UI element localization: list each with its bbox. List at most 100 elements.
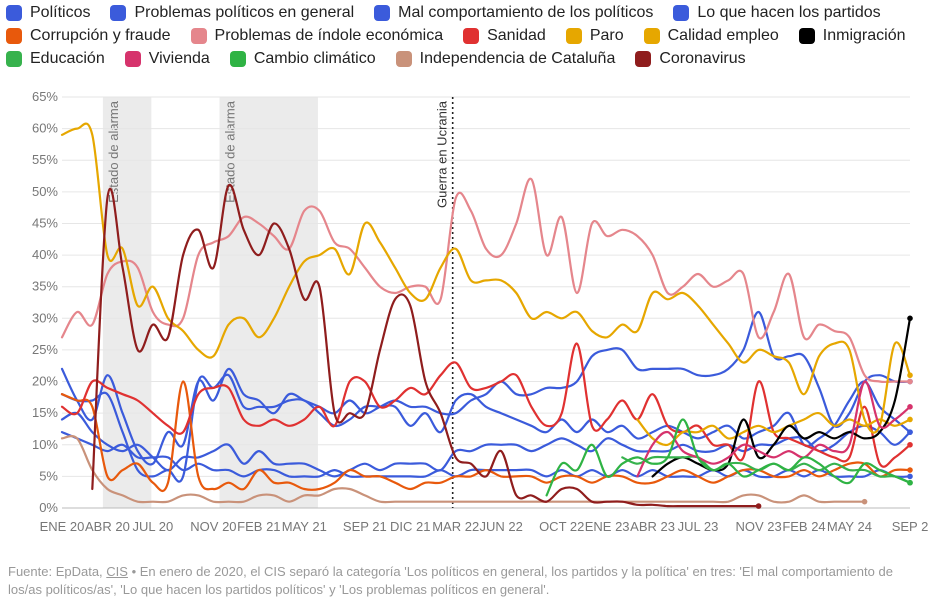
- series-line-paro[interactable]: [60, 122, 912, 434]
- series-endpoint-sanidad: [907, 441, 913, 448]
- y-tick-label: 5%: [39, 468, 58, 483]
- x-tick-label: DIC 21: [390, 519, 430, 534]
- legend-label: Políticos: [30, 4, 91, 21]
- legend-swatch: [6, 50, 22, 67]
- legend-swatch: [673, 4, 690, 21]
- y-tick-label: 25%: [32, 342, 58, 357]
- y-axis: 0% 5% 10% 15% 20% 25% 30% 35% 40% 45% 50% 55% 60% 65%: [32, 89, 58, 515]
- footer-note: • En enero de 2020, el CIS separó la cat…: [8, 564, 893, 597]
- legend-swatch: [643, 27, 660, 44]
- y-tick-label: 40%: [32, 247, 58, 262]
- legend-swatch: [374, 4, 391, 21]
- series-line-inmigracion[interactable]: [651, 317, 912, 478]
- x-tick-label: SEP 21: [343, 519, 387, 534]
- legend-item-problemas-politicos-en-general[interactable]: Problemas políticos en general: [110, 3, 354, 22]
- legend-label: Coronavirus: [659, 50, 746, 67]
- legend-label: Independencia de Cataluña: [419, 50, 616, 67]
- series-endpoint-calidad-empleo: [907, 416, 913, 423]
- source-link[interactable]: CIS: [106, 564, 128, 579]
- y-tick-label: 60%: [32, 121, 58, 136]
- y-tick-label: 30%: [32, 310, 58, 325]
- legend-label: Calidad empleo: [667, 27, 779, 44]
- alarm-band-label: Estado de alarma: [106, 100, 121, 203]
- y-tick-label: 10%: [32, 437, 58, 452]
- x-tick-label: NOV 20: [190, 519, 236, 534]
- series-line-vivienda[interactable]: [636, 380, 912, 478]
- legend-swatch: [6, 27, 22, 44]
- series-line-corrupcion-y-fraude[interactable]: [60, 380, 912, 493]
- legend-item-coronavirus[interactable]: Coronavirus: [635, 49, 746, 68]
- legend-label: Paro: [589, 27, 624, 44]
- x-tick-label: ENE 20: [40, 519, 85, 534]
- series-endpoint-paro: [907, 372, 913, 379]
- y-tick-label: 20%: [32, 374, 58, 389]
- series-line-problemas-politicos-en-general[interactable]: [60, 373, 912, 483]
- series-endpoint-coronavirus: [755, 503, 762, 509]
- source-footer: Fuente: EpData, CIS • En enero de 2020, …: [8, 563, 926, 599]
- x-tick-label: SEP 2: [892, 519, 929, 534]
- legend-swatch: [229, 50, 246, 67]
- legend-label: Vivienda: [148, 50, 210, 67]
- x-tick-label: OCT 22: [539, 519, 584, 534]
- legend-item-inmigracion[interactable]: Inmigración: [798, 26, 906, 45]
- y-tick-label: 35%: [32, 279, 58, 294]
- legend-item-mal-comportamiento-de-los-politicos[interactable]: Mal comportamiento de los políticos: [374, 3, 653, 22]
- series-line-sanidad[interactable]: [60, 342, 912, 468]
- y-tick-label: 15%: [32, 405, 58, 420]
- legend-swatch: [635, 50, 652, 67]
- legend-item-paro[interactable]: Paro: [565, 26, 624, 45]
- series-endpoint-vivienda: [907, 404, 913, 410]
- legend-item-independencia-de-cataluna[interactable]: Independencia de Cataluña: [395, 49, 616, 68]
- x-tick-label: JUL 23: [678, 519, 719, 534]
- series-line-mal-comportamiento-de-los-politicos[interactable]: [60, 411, 912, 478]
- y-tick-label: 65%: [32, 89, 58, 104]
- event-label: Guerra en Ucrania: [435, 100, 450, 208]
- legend-swatch: [190, 27, 207, 44]
- legend-swatch: [6, 4, 22, 21]
- series-line-independencia-de-cataluna[interactable]: [60, 435, 866, 504]
- legend-label: Inmigración: [822, 27, 906, 44]
- series-line-calidad-empleo[interactable]: [636, 411, 912, 447]
- legend-swatch: [395, 50, 412, 67]
- legend-item-politicos[interactable]: Políticos: [6, 3, 90, 22]
- x-tick-label: ABR 23: [630, 519, 675, 534]
- series-line-cambio-climatico[interactable]: [545, 418, 912, 497]
- series-endpoint-lo-que-hacen-los-partidos: [907, 473, 913, 480]
- legend-item-lo-que-hacen-los-partidos[interactable]: Lo que hacen los partidos: [673, 3, 881, 22]
- x-tick-label: NOV 23: [735, 519, 781, 534]
- series-endpoint-cambio-climatico: [907, 479, 913, 486]
- legend-swatch: [463, 27, 480, 44]
- legend-item-vivienda[interactable]: Vivienda: [124, 49, 210, 68]
- legend-label: Lo que hacen los partidos: [697, 4, 881, 21]
- legend-label: Mal comportamiento de los políticos: [398, 4, 654, 21]
- series-endpoint-mal-comportamiento-de-los-politicos: [907, 429, 913, 435]
- alarm-band: [219, 97, 318, 508]
- series-line-politicos[interactable]: [60, 310, 912, 466]
- legend-swatch: [110, 4, 127, 21]
- legend: Políticos Problemas políticos en general M…: [6, 3, 926, 68]
- x-tick-label: ENE 23: [585, 519, 630, 534]
- legend-label: Problemas de índole económica: [214, 27, 444, 44]
- alarm-band-label: Estado de alarma: [222, 100, 237, 203]
- legend-item-calidad-empleo[interactable]: Calidad empleo: [643, 26, 779, 45]
- legend-swatch: [565, 27, 582, 44]
- series-endpoint-independencia-de-cataluna: [861, 498, 868, 505]
- legend-item-problemas-de-indole-economica[interactable]: Problemas de índole económica: [190, 26, 444, 45]
- legend-swatch: [798, 27, 815, 44]
- y-tick-label: 0%: [39, 500, 58, 515]
- legend-label: Cambio climático: [253, 50, 376, 67]
- event-markers: Guerra en Ucrania: [435, 97, 454, 508]
- legend-item-educacion[interactable]: Educación: [6, 49, 105, 68]
- legend-item-sanidad[interactable]: Sanidad: [463, 26, 546, 45]
- legend-item-corrupcion-y-fraude[interactable]: Corrupción y fraude: [6, 26, 171, 45]
- y-tick-label: 50%: [32, 184, 58, 199]
- series-line-coronavirus[interactable]: [91, 184, 760, 508]
- legend-label: Sanidad: [487, 27, 546, 44]
- x-tick-label: FEB 21: [237, 519, 280, 534]
- x-tick-label: JUN 22: [479, 519, 522, 534]
- alarm-state-bands: Estado de alarma Estado de alarma: [102, 97, 318, 508]
- legend-label: Corrupción y fraude: [30, 27, 171, 44]
- legend-swatch: [124, 50, 141, 67]
- x-tick-label: FEB 24: [782, 519, 825, 534]
- legend-item-cambio-climatico[interactable]: Cambio climático: [229, 49, 376, 68]
